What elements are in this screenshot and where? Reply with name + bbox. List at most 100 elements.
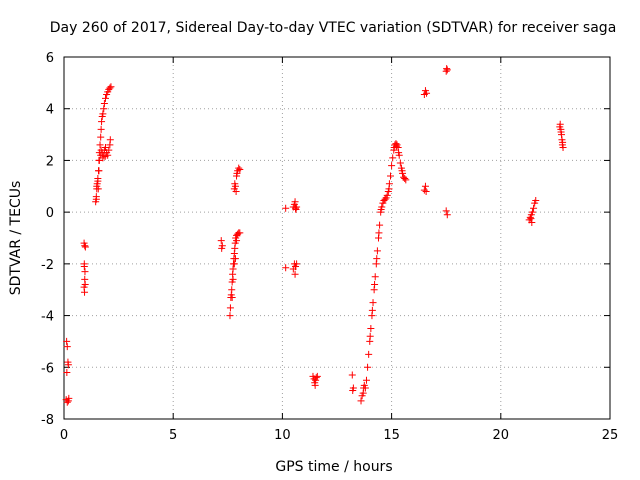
data-point [371, 273, 379, 281]
data-point [94, 185, 102, 193]
data-point [367, 325, 375, 332]
data-point [107, 83, 115, 91]
data-point [231, 255, 239, 263]
data-point [97, 133, 105, 141]
data-point [291, 198, 299, 206]
data-point [96, 141, 104, 149]
data-point [392, 142, 400, 150]
data-point [389, 154, 397, 162]
data-point [532, 197, 540, 205]
data-point [373, 247, 381, 255]
y-tick-label: 6 [46, 51, 54, 66]
y-tick-label: 0 [46, 206, 54, 221]
data-point [105, 146, 113, 154]
data-point [362, 376, 370, 384]
data-point [348, 371, 356, 379]
data-point [528, 218, 536, 226]
data-point [373, 255, 381, 263]
data-point [65, 394, 73, 402]
data-point [365, 350, 373, 358]
data-point [64, 361, 72, 369]
data-point [530, 204, 538, 212]
data-point [97, 146, 105, 154]
data-point [371, 281, 379, 289]
data-point [312, 374, 320, 382]
data-point [313, 372, 321, 380]
data-point [369, 299, 377, 307]
data-point [385, 185, 393, 193]
data-point [442, 207, 450, 215]
data-point [375, 229, 383, 237]
data-point [229, 275, 237, 283]
y-tick-label: -8 [41, 413, 54, 428]
data-point [387, 172, 395, 180]
x-tick-label: 20 [493, 428, 510, 443]
data-point [232, 187, 240, 195]
data-point [233, 237, 241, 245]
data-point [422, 187, 430, 195]
data-point [81, 268, 89, 276]
data-point [368, 306, 376, 314]
x-tick-label: 0 [60, 428, 68, 443]
data-point [559, 138, 567, 146]
data-point [231, 180, 239, 188]
data-point [228, 286, 236, 294]
y-axis-label: SDTVAR / TECUs [8, 181, 24, 296]
data-point [396, 159, 404, 167]
plot-frame [63, 56, 611, 420]
data-point [421, 182, 429, 190]
x-tick-labels: 0 5 10 15 20 25 [60, 428, 618, 443]
data-point [81, 288, 89, 296]
y-tick-label: 4 [46, 103, 54, 118]
data-points [62, 65, 567, 406]
data-point [293, 260, 301, 268]
data-point [557, 128, 565, 136]
data-point [443, 211, 451, 219]
data-point [97, 125, 105, 133]
data-point [423, 89, 431, 97]
chart-title: Day 260 of 2017, Sidereal Day-to-day VTE… [50, 20, 617, 36]
data-point [217, 237, 225, 245]
x-tick-label: 25 [602, 428, 619, 443]
data-point [92, 195, 100, 203]
data-point [101, 94, 109, 102]
data-point [443, 66, 451, 74]
y-tick-label: -4 [41, 310, 54, 325]
data-point [218, 244, 226, 252]
data-point [98, 118, 106, 126]
data-point [81, 243, 89, 251]
data-point [99, 110, 107, 118]
data-point [106, 84, 114, 92]
y-tick-label: -2 [41, 258, 54, 273]
data-point [236, 165, 244, 173]
data-point [235, 164, 243, 172]
data-point [377, 206, 385, 214]
data-point [95, 167, 103, 175]
data-point [398, 167, 406, 175]
x-tick-label: 5 [169, 428, 177, 443]
data-point [81, 281, 89, 289]
data-point [226, 312, 234, 320]
data-point [226, 304, 234, 312]
data-point [282, 204, 290, 212]
x-axis-label: GPS time / hours [275, 459, 392, 475]
data-point [383, 191, 391, 199]
data-point [556, 120, 564, 128]
data-point [63, 337, 71, 345]
x-tick-label: 15 [383, 428, 400, 443]
data-point [230, 260, 238, 268]
data-point [293, 203, 301, 211]
data-point [80, 262, 88, 270]
data-point [63, 398, 71, 406]
data-point [63, 368, 71, 376]
y-tick-label: 2 [46, 154, 54, 169]
y-tick-label: -6 [41, 361, 54, 376]
data-point [443, 65, 451, 73]
data-point [101, 153, 109, 161]
data-point [357, 397, 365, 405]
data-point [527, 215, 535, 223]
data-point [366, 332, 374, 340]
data-point [528, 208, 536, 216]
data-point [291, 270, 299, 278]
